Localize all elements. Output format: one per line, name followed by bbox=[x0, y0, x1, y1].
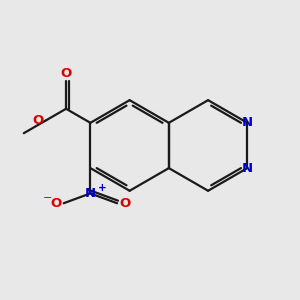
Text: −: − bbox=[43, 193, 52, 203]
Text: O: O bbox=[60, 67, 72, 80]
Text: O: O bbox=[50, 197, 61, 210]
Text: O: O bbox=[119, 197, 130, 210]
Text: N: N bbox=[242, 116, 253, 129]
Text: N: N bbox=[85, 187, 96, 200]
Text: +: + bbox=[98, 182, 106, 193]
Text: N: N bbox=[242, 162, 253, 175]
Text: O: O bbox=[33, 114, 44, 127]
